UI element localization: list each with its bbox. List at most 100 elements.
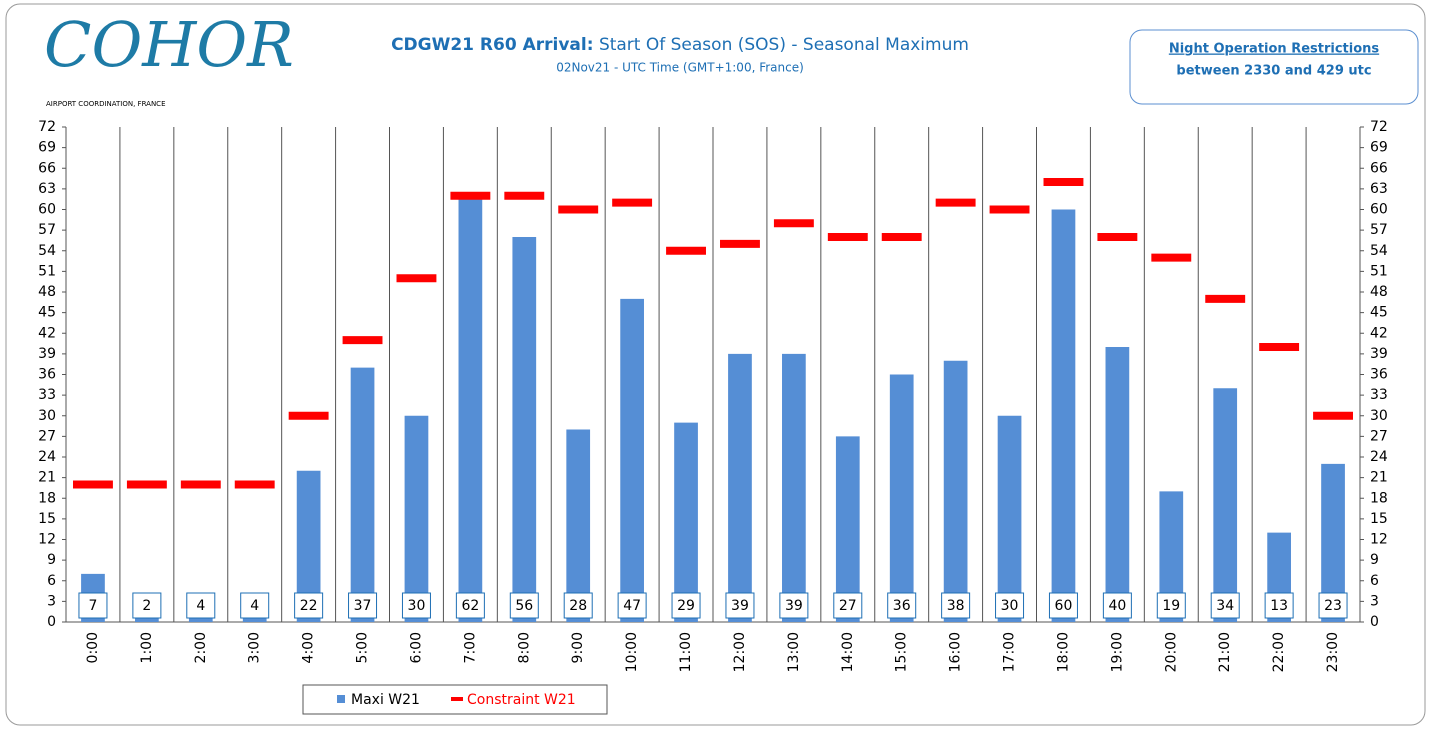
value-label-box [509, 592, 539, 619]
y-tick-label: 6 [47, 573, 56, 589]
y2-tick-label: 69 [1370, 140, 1388, 156]
bar [782, 353, 806, 622]
y2-tick-label: 72 [1370, 119, 1388, 135]
y-tick-label: 15 [38, 511, 56, 527]
y2-tick-label: 48 [1370, 284, 1388, 300]
constraint-marker [450, 191, 491, 200]
x-tick-label: 11:00 [678, 632, 694, 672]
bar [458, 195, 483, 622]
bar [943, 360, 968, 622]
y2-tick-label: 39 [1370, 346, 1388, 362]
x-tick-label: 5:00 [355, 632, 371, 663]
value-label: 30 [1001, 598, 1019, 614]
y2-tick-label: 27 [1370, 428, 1388, 444]
bar [296, 470, 321, 622]
x-tick-label: 20:00 [1163, 632, 1179, 672]
y-tick-label: 39 [38, 346, 56, 362]
y2-tick-label: 12 [1370, 532, 1388, 548]
constraint-marker [73, 480, 113, 489]
bar [1321, 463, 1345, 622]
value-label: 4 [196, 598, 205, 614]
constraint-marker [1313, 411, 1353, 420]
x-tick-label: 4:00 [301, 632, 317, 663]
value-label: 28 [569, 598, 587, 614]
note-box [1129, 29, 1419, 105]
value-label: 4 [250, 598, 259, 614]
constraint-marker [180, 480, 221, 489]
constraint-marker [1151, 253, 1192, 262]
legend-label: Maxi W21 [351, 692, 420, 708]
note-title: Night Operation Restrictions [1169, 42, 1380, 57]
x-tick-label: 12:00 [732, 632, 748, 672]
value-label: 47 [623, 598, 641, 614]
value-label-box [1318, 592, 1348, 619]
value-label-box [1102, 592, 1132, 619]
y-tick-label: 3 [47, 593, 56, 609]
value-label: 40 [1108, 598, 1126, 614]
value-label-box [617, 592, 647, 619]
y2-tick-label: 66 [1370, 160, 1388, 176]
bar [1213, 388, 1238, 622]
value-label-box [671, 592, 701, 619]
value-label: 30 [408, 598, 426, 614]
value-label-box [995, 592, 1025, 619]
y-tick-label: 33 [38, 387, 56, 403]
y2-tick-label: 9 [1370, 552, 1379, 568]
y-tick-label: 60 [38, 202, 56, 218]
legend-swatch [451, 697, 463, 701]
value-label-box [1264, 592, 1294, 619]
bar [728, 353, 752, 622]
value-label: 19 [1162, 598, 1180, 614]
x-tick-label: 15:00 [894, 632, 910, 672]
value-label: 62 [461, 598, 479, 614]
value-label-box [563, 592, 593, 619]
bar [997, 415, 1022, 622]
value-label: 23 [1324, 598, 1342, 614]
bar [1051, 209, 1076, 622]
constraint-marker [1205, 294, 1246, 303]
bar [674, 422, 698, 622]
bar [404, 415, 429, 622]
x-tick-label: 10:00 [624, 632, 640, 672]
x-tick-label: 21:00 [1217, 632, 1233, 672]
y-tick-label: 45 [38, 305, 56, 321]
x-tick-label: 17:00 [1002, 632, 1018, 672]
y2-tick-label: 60 [1370, 202, 1388, 218]
x-tick-label: 22:00 [1271, 632, 1287, 672]
constraint-marker [881, 233, 922, 241]
x-tick-label: 19:00 [1109, 632, 1125, 672]
y2-tick-label: 45 [1370, 305, 1388, 321]
subtitle: 02Nov21 - UTC Time (GMT+1:00, France) [556, 61, 804, 75]
y-tick-label: 63 [38, 181, 56, 197]
bar [889, 374, 914, 622]
title-main: CDGW21 R60 Arrival: [391, 35, 593, 55]
constraint-marker [342, 336, 383, 345]
bar [566, 429, 591, 622]
value-label-box [1156, 592, 1186, 619]
constraint-marker [1097, 233, 1138, 241]
x-tick-label: 18:00 [1055, 632, 1071, 672]
constraint-marker [504, 191, 545, 200]
constraint-marker [288, 411, 329, 420]
value-label: 39 [731, 598, 749, 614]
y-tick-label: 12 [38, 532, 56, 548]
constraint-marker [720, 239, 760, 248]
bar [835, 436, 860, 622]
y-tick-label: 69 [38, 140, 56, 156]
x-tick-label: 2:00 [193, 632, 209, 663]
constraint-marker [1259, 343, 1300, 351]
value-label: 22 [300, 598, 318, 614]
value-label-box [779, 592, 809, 619]
value-label-box [725, 592, 755, 619]
value-label-box [348, 592, 378, 619]
value-label-box [833, 592, 863, 619]
logo: COHOR [44, 8, 294, 81]
y-tick-label: 9 [47, 552, 56, 568]
x-tick-label: 1:00 [139, 632, 155, 663]
title-detail: Start Of Season (SOS) - Seasonal Maximum [599, 35, 969, 55]
y-tick-label: 0 [47, 614, 56, 630]
value-label-box [455, 592, 485, 619]
value-label-box [401, 592, 431, 619]
value-label: 34 [1216, 598, 1234, 614]
